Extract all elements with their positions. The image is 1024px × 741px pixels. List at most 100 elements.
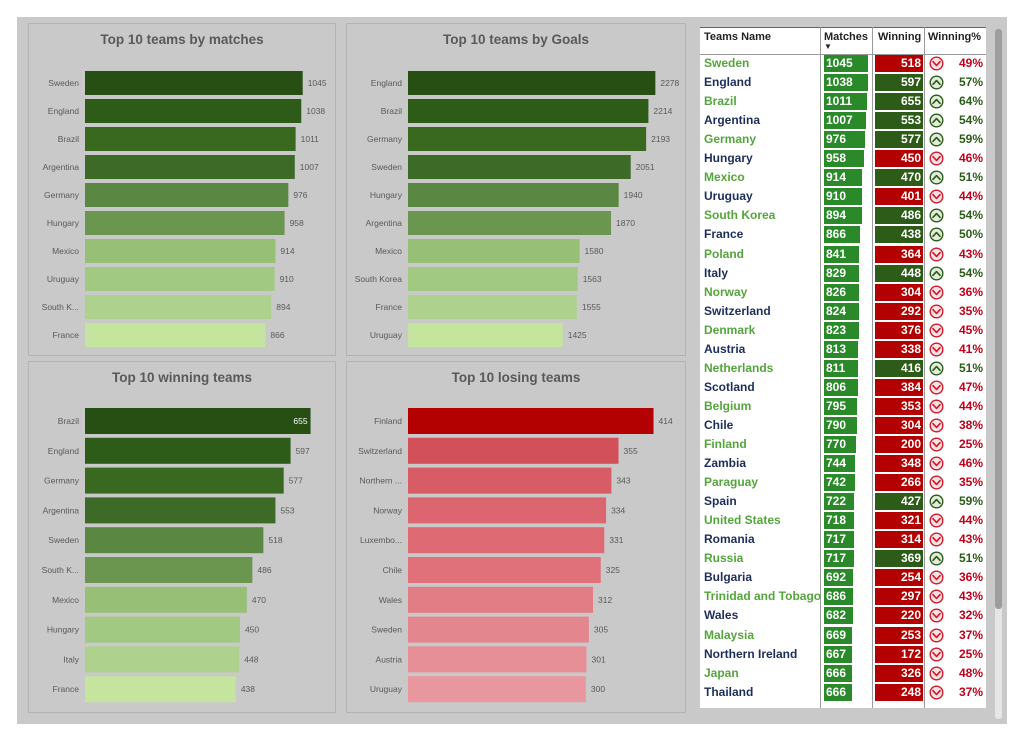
- table-row[interactable]: Poland 841 364 43%: [700, 245, 986, 264]
- table-row[interactable]: Norway 826 304 36%: [700, 283, 986, 302]
- table-row[interactable]: France 866 438 50%: [700, 225, 986, 244]
- bar[interactable]: [408, 71, 656, 95]
- winning-pct-value: 51%: [958, 360, 983, 375]
- table-row[interactable]: Japan 666 326 48%: [700, 664, 986, 683]
- bar[interactable]: [85, 646, 240, 673]
- matches-value: 666: [826, 665, 847, 680]
- header-matches[interactable]: Matches: [824, 31, 869, 43]
- table-row[interactable]: Mexico 914 470 51%: [700, 168, 986, 187]
- table-row[interactable]: United States 718 321 44%: [700, 511, 986, 530]
- bar[interactable]: [85, 616, 240, 643]
- matches-value: 894: [826, 208, 847, 223]
- table-row[interactable]: Denmark 823 376 45%: [700, 321, 986, 340]
- table-row[interactable]: Scotland 806 384 47%: [700, 378, 986, 397]
- table-row[interactable]: Malaysia 669 253 37%: [700, 626, 986, 645]
- trend-up-icon: [929, 551, 944, 566]
- table-row[interactable]: Russia 717 369 51%: [700, 549, 986, 568]
- table-row[interactable]: Argentina 1007 553 54%: [700, 111, 986, 130]
- data-label: 597: [296, 446, 310, 456]
- table-row[interactable]: Chile 790 304 38%: [700, 416, 986, 435]
- bar[interactable]: [85, 211, 285, 235]
- table-row[interactable]: Thailand 666 248 37%: [700, 683, 986, 702]
- bar[interactable]: [408, 127, 647, 151]
- header-winning-pct[interactable]: Winning%: [928, 31, 982, 43]
- table-row[interactable]: Spain 722 427 59%: [700, 492, 986, 511]
- table-row[interactable]: Hungary 958 450 46%: [700, 149, 986, 168]
- table-row[interactable]: Netherlands 811 416 51%: [700, 359, 986, 378]
- table-row[interactable]: Austria 813 338 41%: [700, 340, 986, 359]
- table-row[interactable]: Switzerland 824 292 35%: [700, 302, 986, 321]
- table-row[interactable]: Germany 976 577 59%: [700, 130, 986, 149]
- bar[interactable]: [85, 437, 291, 464]
- bar[interactable]: [85, 127, 296, 151]
- bar[interactable]: [408, 323, 563, 347]
- table-row[interactable]: Finland 770 200 25%: [700, 435, 986, 454]
- scrollbar-thumb[interactable]: [995, 29, 1002, 609]
- table-scrollbar[interactable]: [995, 29, 1002, 719]
- teams-table[interactable]: Teams Name Matches ▼ Winning Winning% Sw…: [700, 27, 986, 708]
- matches-bar: [824, 188, 863, 206]
- chart-panel-goals: Top 10 teams by Goals England 2278 Brazil 2…: [346, 23, 686, 356]
- bar[interactable]: [85, 267, 275, 291]
- bar[interactable]: [408, 239, 580, 263]
- bar[interactable]: [408, 467, 612, 494]
- table-row[interactable]: Northern Ireland 667 172 25%: [700, 645, 986, 664]
- bar[interactable]: [85, 155, 295, 179]
- bar[interactable]: [408, 155, 631, 179]
- bar[interactable]: [85, 467, 284, 494]
- bar[interactable]: [408, 295, 577, 319]
- bar[interactable]: [85, 183, 289, 207]
- table-row[interactable]: Zambia 744 348 46%: [700, 454, 986, 473]
- category-label: Argentina: [366, 218, 403, 228]
- matches-value: 976: [826, 132, 847, 147]
- table-row[interactable]: Italy 829 448 54%: [700, 264, 986, 283]
- data-label: 1011: [301, 134, 320, 144]
- table-row[interactable]: Sweden 1045 518 49%: [700, 54, 986, 73]
- bar[interactable]: [408, 99, 649, 123]
- matches-value: 667: [826, 646, 847, 661]
- bar[interactable]: [408, 211, 612, 235]
- header-teams-name[interactable]: Teams Name: [704, 31, 772, 43]
- bar[interactable]: [408, 586, 594, 613]
- matches-value: 829: [826, 265, 847, 280]
- matches-bar: [824, 436, 857, 453]
- bar[interactable]: [408, 676, 586, 703]
- bar[interactable]: [408, 437, 619, 464]
- table-row[interactable]: South Korea 894 486 54%: [700, 206, 986, 225]
- bar[interactable]: [85, 99, 302, 123]
- trend-down-icon: [929, 532, 944, 547]
- bar[interactable]: [408, 616, 589, 643]
- bar[interactable]: [408, 557, 601, 583]
- table-row[interactable]: Belgium 795 353 44%: [700, 397, 986, 416]
- header-winning[interactable]: Winning: [878, 31, 922, 43]
- sort-descending-icon[interactable]: ▼: [824, 42, 832, 51]
- bar[interactable]: [85, 71, 303, 95]
- bar[interactable]: [85, 295, 272, 319]
- bar[interactable]: [85, 239, 276, 263]
- bar[interactable]: [85, 557, 253, 583]
- bar[interactable]: [408, 183, 619, 207]
- table-row[interactable]: Romania 717 314 43%: [700, 530, 986, 549]
- bar[interactable]: [408, 408, 654, 434]
- bar[interactable]: [85, 408, 311, 434]
- bar[interactable]: [85, 527, 264, 554]
- bar[interactable]: [85, 676, 236, 703]
- winning-value: 297: [900, 589, 921, 604]
- table-row[interactable]: Uruguay 910 401 44%: [700, 187, 986, 206]
- bar[interactable]: [85, 323, 266, 347]
- matches-value: 866: [826, 227, 847, 242]
- bar[interactable]: [408, 646, 587, 673]
- table-row[interactable]: England 1038 597 57%: [700, 73, 986, 92]
- table-row[interactable]: Trinidad and Tobago 686 297 43%: [700, 587, 986, 606]
- team-name: Brazil: [704, 94, 737, 109]
- table-row[interactable]: Paraguay 742 266 35%: [700, 473, 986, 492]
- bar[interactable]: [408, 527, 605, 554]
- bar[interactable]: [85, 586, 247, 613]
- table-row[interactable]: Wales 682 220 32%: [700, 606, 986, 625]
- bar[interactable]: [85, 497, 276, 524]
- bar[interactable]: [408, 497, 607, 524]
- table-row[interactable]: Bulgaria 692 254 36%: [700, 568, 986, 587]
- matches-bar: [824, 283, 859, 301]
- bar[interactable]: [408, 267, 578, 291]
- table-row[interactable]: Brazil 1011 655 64%: [700, 92, 986, 111]
